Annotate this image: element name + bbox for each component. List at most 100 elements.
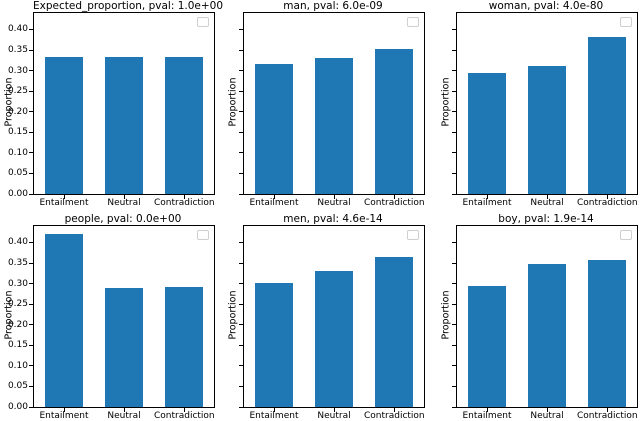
bar-entailment — [45, 233, 83, 407]
y-tick-mark — [452, 241, 456, 243]
subplot-boy: boy, pval: 1.9e-14 Proportion Entailment… — [426, 210, 640, 421]
y-tick-mark — [452, 70, 456, 72]
plot-area: Entailment Neutral Contradiction — [452, 225, 638, 421]
plot-area: Entailment Neutral Contradiction — [239, 12, 425, 208]
bar-contradiction — [165, 57, 203, 194]
legend-box — [620, 230, 632, 240]
x-tick-label: Contradiction — [364, 198, 425, 208]
y-tick-label: 0.05 — [7, 168, 28, 179]
y-tick-mark — [239, 344, 243, 346]
y-axis-label: Proportion — [3, 290, 15, 340]
y-tick-mark — [29, 28, 33, 30]
y-tick-mark — [239, 241, 243, 243]
bar-neutral — [528, 65, 566, 194]
y-tick-mark — [452, 111, 456, 113]
y-tick-label: 0.00 — [7, 189, 28, 199]
y-axis-label: Proportion — [440, 77, 452, 127]
y-axis-label: Proportion — [227, 290, 239, 340]
y-tick-label: 0.25 — [7, 299, 28, 310]
x-tick-mark — [606, 195, 608, 199]
bar-entailment — [468, 72, 506, 194]
bar-neutral — [315, 270, 353, 407]
y-tick-label: 0.40 — [7, 237, 28, 248]
plot-area: 0.00 0.05 0.10 0.15 0.20 0.25 0.30 0.35 0.40 Enta… — [8, 225, 215, 421]
x-tick-label: Contradiction — [364, 411, 425, 421]
y-axis-label: Proportion — [3, 77, 15, 127]
legend-box — [407, 230, 419, 240]
y-tick-mark — [452, 283, 456, 285]
x-tick-label: Contradiction — [577, 411, 638, 421]
x-tick-label: Contradiction — [154, 411, 215, 421]
y-axis-label: Proportion — [227, 77, 239, 127]
subplot-title: boy, pval: 1.9e-14 — [498, 213, 594, 225]
y-tick-mark — [452, 406, 456, 408]
bar-contradiction — [165, 287, 203, 407]
y-tick-mark — [239, 172, 243, 174]
x-tick-label: Entailment — [249, 198, 299, 208]
y-tick-mark — [452, 324, 456, 326]
y-tick-mark — [239, 28, 243, 30]
y-tick-mark — [29, 131, 33, 133]
legend-box — [620, 17, 632, 27]
legend-box — [197, 17, 209, 27]
bar-contradiction — [588, 37, 626, 194]
x-tick-label: Contradiction — [577, 198, 638, 208]
x-tick-mark — [333, 408, 335, 412]
y-tick-mark — [452, 385, 456, 387]
bar-entailment — [45, 57, 83, 194]
y-tick-mark — [239, 303, 243, 305]
x-tick-mark — [333, 195, 335, 199]
x-tick-mark — [63, 195, 65, 199]
y-tick-label: 0.20 — [7, 106, 28, 117]
y-tick-mark — [239, 262, 243, 264]
x-tick-label: Neutral — [317, 411, 351, 421]
legend-box — [407, 17, 419, 27]
x-tick-mark — [273, 195, 275, 199]
x-tick-label: Contradiction — [154, 198, 215, 208]
x-tick-mark — [546, 408, 548, 412]
y-tick-mark — [452, 131, 456, 133]
x-tick-mark — [273, 408, 275, 412]
y-tick-mark — [29, 193, 33, 195]
x-tick-label: Entailment — [39, 198, 89, 208]
x-tick-mark — [63, 408, 65, 412]
legend-box — [197, 230, 209, 240]
subplot-expected-proportion: Expected_proportion, pval: 1.0e+00 Propo… — [0, 0, 224, 210]
y-tick-mark — [452, 90, 456, 92]
plot-area: Entailment Neutral Contradiction — [239, 225, 425, 421]
bar-contradiction — [375, 49, 413, 194]
bar-entailment — [468, 286, 506, 407]
y-tick-mark — [239, 406, 243, 408]
y-tick-mark — [29, 365, 33, 367]
y-tick-mark — [239, 152, 243, 154]
y-tick-label: 0.20 — [7, 319, 28, 330]
y-tick-label: 0.35 — [7, 258, 28, 269]
y-tick-mark — [239, 70, 243, 72]
y-tick-label: 0.15 — [7, 340, 28, 351]
y-tick-mark — [452, 344, 456, 346]
y-tick-mark — [29, 303, 33, 305]
plot-area: Entailment Neutral Contradiction — [452, 12, 638, 208]
bar-neutral — [528, 264, 566, 407]
y-tick-label: 0.10 — [7, 360, 28, 371]
x-tick-label: Entailment — [462, 411, 512, 421]
bar-contradiction — [588, 260, 626, 407]
y-tick-label: 0.30 — [7, 65, 28, 76]
y-tick-label: 0.00 — [7, 402, 28, 412]
x-tick-label: Entailment — [249, 411, 299, 421]
x-tick-label: Neutral — [530, 198, 564, 208]
y-tick-mark — [29, 241, 33, 243]
y-tick-mark — [239, 131, 243, 133]
x-tick-label: Neutral — [317, 198, 351, 208]
bar-neutral — [105, 288, 143, 407]
y-tick-mark — [452, 152, 456, 154]
y-tick-mark — [239, 283, 243, 285]
y-tick-mark — [29, 90, 33, 92]
subplot-title: woman, pval: 4.0e-80 — [488, 0, 604, 12]
y-tick-mark — [239, 90, 243, 92]
y-tick-mark — [239, 111, 243, 113]
y-tick-mark — [29, 406, 33, 408]
x-tick-mark — [123, 408, 125, 412]
x-tick-mark — [183, 408, 185, 412]
